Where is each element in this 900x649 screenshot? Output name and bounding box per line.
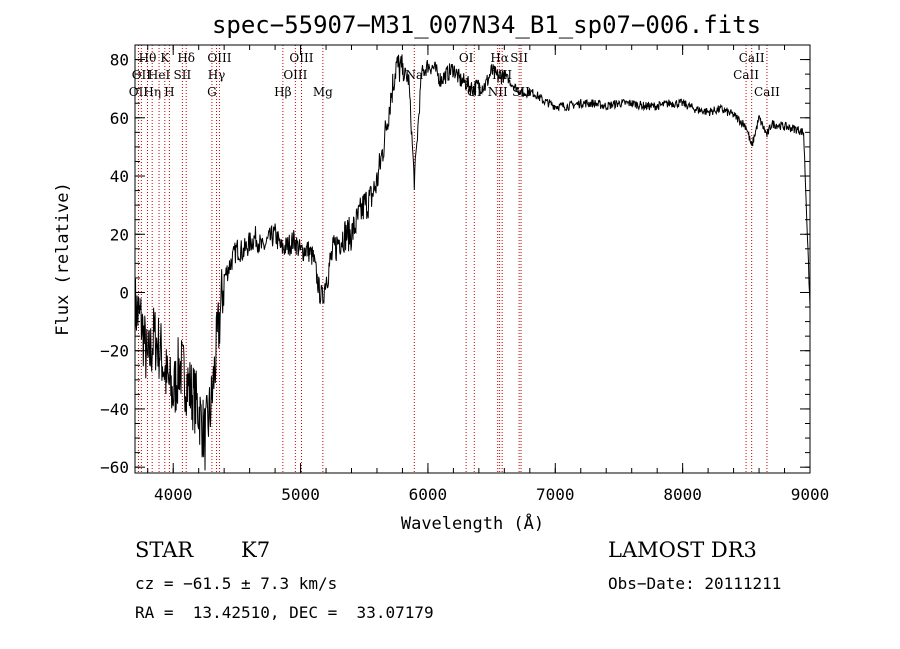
survey-label: LAMOST DR3 — [608, 538, 757, 562]
line-label: CaII — [754, 85, 780, 99]
line-label: G — [207, 85, 217, 99]
line-label: Hβ — [274, 85, 291, 99]
line-label: Na — [405, 68, 423, 82]
plot-frame — [134, 44, 811, 474]
redshift-text: cz = −61.5 ± 7.3 km/s — [135, 574, 338, 593]
y-tick-label: −20 — [100, 342, 129, 361]
x-tick-label: 6000 — [409, 485, 448, 504]
y-tick-label: 40 — [110, 167, 129, 186]
line-label: Hγ — [208, 68, 226, 82]
y-tick-label: −60 — [100, 458, 129, 477]
y-tick-label: 0 — [119, 283, 129, 302]
line-label: OII — [132, 68, 152, 82]
line-label: Mg — [313, 85, 333, 99]
y-tick-label: −40 — [100, 400, 129, 419]
x-tick-label: 7000 — [536, 485, 575, 504]
object-class: STAR — [135, 538, 194, 562]
object-subclass: K7 — [241, 538, 271, 562]
y-axis-label: Flux (relative) — [53, 182, 73, 336]
x-axis-label: Wavelength (Å) — [401, 512, 544, 534]
line-label: CaII — [733, 68, 759, 82]
x-tick-label: 9000 — [791, 485, 830, 504]
line-label: OIII — [207, 51, 231, 65]
line-label: OI — [459, 51, 474, 65]
line-label: Hδ — [177, 51, 195, 65]
line-label: Hθ — [139, 51, 157, 65]
line-label: NII — [488, 85, 508, 99]
line-label: HeI — [148, 68, 171, 82]
line-label: SII — [174, 68, 192, 82]
coords-text: RA = 13.42510, DEC = 33.07179 — [135, 603, 434, 622]
line-label: Hη — [143, 85, 161, 99]
y-tick-label: 20 — [110, 225, 129, 244]
line-label: H — [164, 85, 174, 99]
obs-date-text: Obs−Date: 20111211 — [608, 574, 782, 593]
x-tick-label: 8000 — [663, 485, 702, 504]
line-label: SII — [510, 51, 528, 65]
x-tick-label: 5000 — [281, 485, 320, 504]
line-label: OIII — [289, 51, 313, 65]
line-label: Hα — [490, 51, 509, 65]
line-label: CaII — [739, 51, 765, 65]
line-label: OIII — [283, 68, 307, 82]
x-tick-label: 4000 — [154, 485, 193, 504]
spectrum-line — [135, 54, 810, 471]
chart-title: spec−55907−M31_007N34_B1_sp07−006.fits — [212, 11, 761, 39]
line-label: K — [160, 51, 170, 65]
y-tick-label: 80 — [110, 51, 129, 70]
line-label: OII — [129, 85, 149, 99]
y-tick-label: 60 — [110, 109, 129, 128]
